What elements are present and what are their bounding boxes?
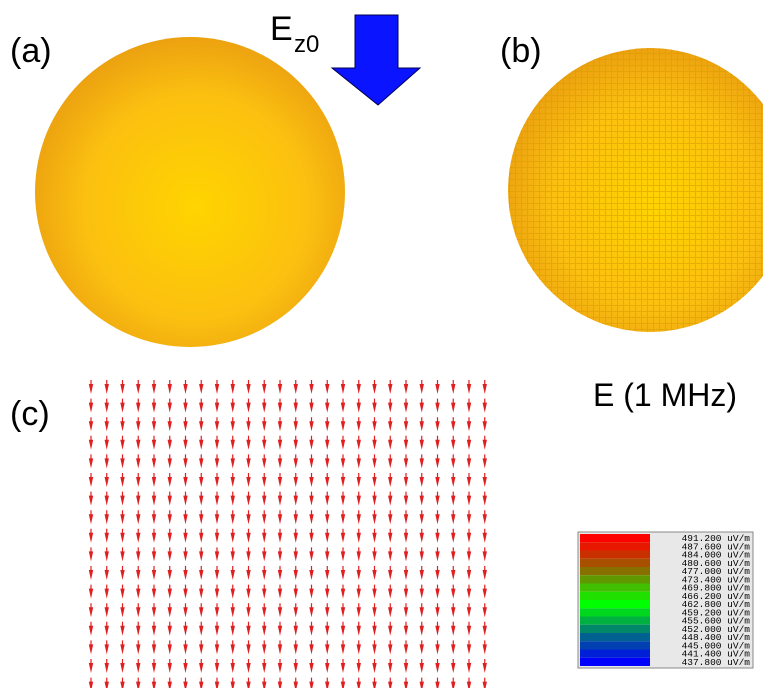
colorbar-swatch xyxy=(580,608,650,616)
colorbar-swatch xyxy=(580,650,650,658)
colorbar-swatch xyxy=(580,542,650,550)
label-c: (c) xyxy=(10,395,50,433)
colorbar-title: E (1 MHz) xyxy=(593,377,737,413)
field-arrow xyxy=(332,15,420,105)
sphere-b xyxy=(500,40,763,340)
figure-canvas: (a) (b) (c) E z0 E (1 MHz) 491.200 uV/m4… xyxy=(0,0,763,688)
colorbar-swatch xyxy=(580,641,650,649)
colorbar-swatch xyxy=(580,575,650,583)
field-arrows xyxy=(89,380,487,688)
vector-field xyxy=(89,380,487,688)
label-b: (b) xyxy=(500,32,542,70)
colorbar-swatch xyxy=(580,584,650,592)
colorbar-swatch xyxy=(580,559,650,567)
field-symbol: E xyxy=(270,10,293,48)
label-a: (a) xyxy=(10,32,52,70)
sphere-a xyxy=(35,37,345,347)
colorbar-swatch xyxy=(580,534,650,542)
colorbar-label: 437.800 uV/m xyxy=(682,657,751,668)
colorbar-swatch xyxy=(580,617,650,625)
figure: (a) (b) (c) E z0 E (1 MHz) 491.200 uV/m4… xyxy=(0,0,763,688)
colorbar-swatch xyxy=(580,592,650,600)
colorbar-swatch xyxy=(580,567,650,575)
colorbar-swatch xyxy=(580,625,650,633)
colorbar-swatch xyxy=(580,600,650,608)
field-subscript: z0 xyxy=(294,31,319,58)
colorbar-swatch xyxy=(580,658,650,666)
colorbar-swatch xyxy=(580,633,650,641)
colorbar-swatch xyxy=(580,551,650,559)
